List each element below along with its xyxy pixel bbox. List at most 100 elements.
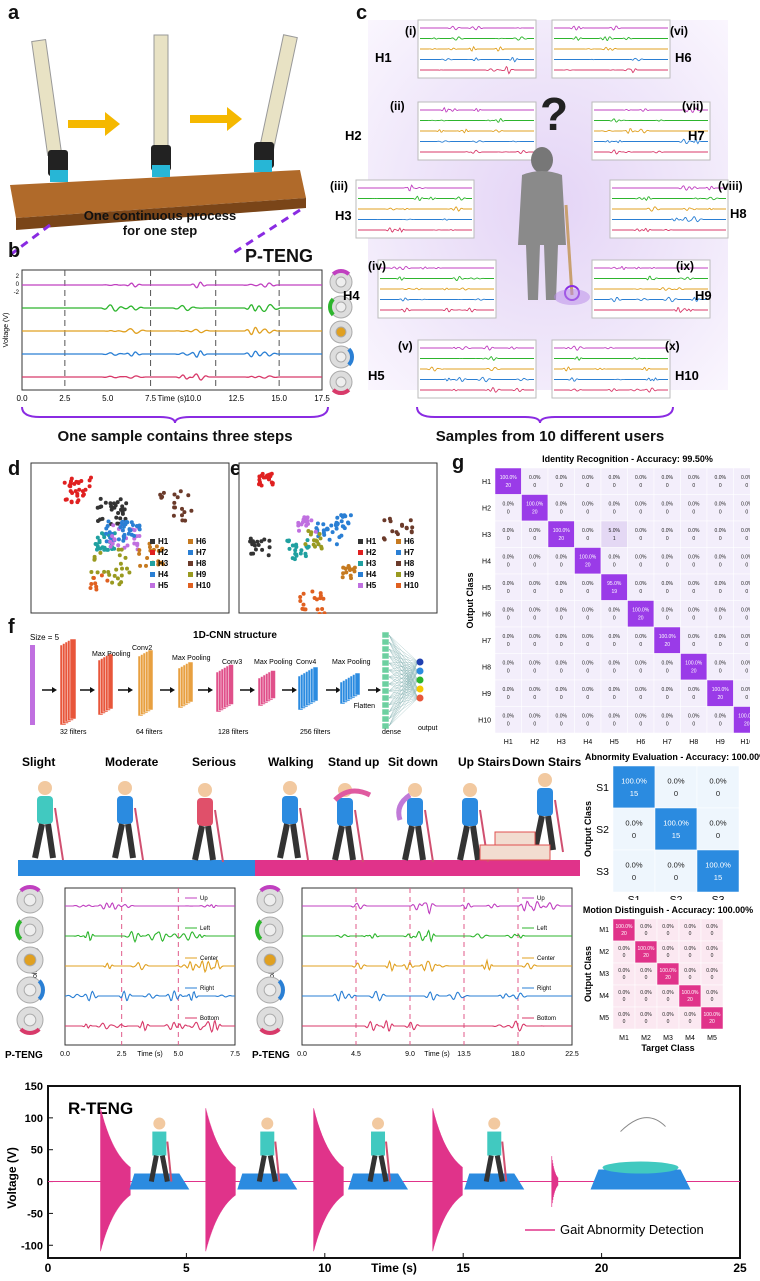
cm-cell xyxy=(547,706,575,734)
panel-label-c: c xyxy=(356,2,368,24)
cm-cell xyxy=(706,706,734,734)
user-name-label: H1 xyxy=(375,50,392,65)
cm-col-label: H10 xyxy=(740,739,750,745)
person-leg xyxy=(290,823,301,859)
cm-col-label: H7 xyxy=(663,739,672,745)
cm-cell-percent: 0.0% xyxy=(688,714,700,720)
scatter-point xyxy=(118,516,123,521)
scatter-point xyxy=(102,535,107,540)
cm-cell xyxy=(547,653,575,681)
dense-connection xyxy=(388,679,419,692)
legend-marker xyxy=(188,539,193,544)
y-tick-label: -50 xyxy=(27,1208,43,1220)
scatter-point xyxy=(148,545,152,550)
feature-map xyxy=(107,653,114,710)
arrow-head xyxy=(376,687,381,693)
panel-a-illustration xyxy=(10,34,306,257)
walker-torso xyxy=(487,1131,502,1156)
walking-person xyxy=(112,781,144,861)
feature-map xyxy=(270,670,276,699)
scatter-point xyxy=(108,539,113,544)
dense-connection xyxy=(388,679,419,685)
scatter-point xyxy=(348,568,352,572)
signal-trace xyxy=(612,185,726,191)
cm-cell-percent: 0.0% xyxy=(709,819,726,828)
sensor-active-arc xyxy=(331,269,351,276)
walker-head xyxy=(488,1117,501,1130)
panel-e-scatter: H1 H2 H3 H4 H5 H6 H7 H8 H9 H10 xyxy=(238,462,438,614)
scatter-point xyxy=(89,570,94,574)
layer-label: Conv2 xyxy=(132,645,152,652)
dense-connection xyxy=(388,661,419,699)
cm-cell-count: 0 xyxy=(639,669,642,675)
cm-cell-percent: 0.0% xyxy=(741,581,750,587)
cm-cell-percent: 0.0% xyxy=(635,475,647,481)
cm-cell-count: 0 xyxy=(507,616,510,622)
cm-col-label: M5 xyxy=(707,1035,717,1042)
sensor-center xyxy=(23,953,37,967)
cm-cell-percent: 0.0% xyxy=(582,502,594,508)
cm-cell-percent: 0.0% xyxy=(709,777,726,786)
cm-cell-count: 0 xyxy=(639,510,642,516)
cm-cell-count: 0 xyxy=(560,616,563,622)
scatter-point xyxy=(145,556,150,560)
cm-cell-percent: 0.0% xyxy=(715,555,727,561)
cm-cell-percent: 0.0% xyxy=(556,661,568,667)
cm-cell-percent: 0.0% xyxy=(662,687,674,693)
legend-marker xyxy=(188,550,193,555)
walker-cane xyxy=(385,1141,392,1182)
cm-cell xyxy=(600,467,628,495)
legend-label: H6 xyxy=(404,537,415,546)
cm-cell-count: 0 xyxy=(586,642,589,648)
legend-marker xyxy=(358,550,363,555)
scatter-point xyxy=(132,533,137,538)
cm-cell xyxy=(547,547,575,575)
scatter-point xyxy=(62,480,67,485)
walking-person xyxy=(32,781,64,861)
dense-connection xyxy=(388,670,419,692)
scatter-point xyxy=(111,523,116,528)
flatten-unit xyxy=(381,673,390,681)
panel-label-e: e xyxy=(230,458,242,480)
cm-cell-count: 0 xyxy=(711,953,714,959)
signal-trace xyxy=(594,275,708,281)
sensor-active-arc xyxy=(37,979,45,1001)
cm-cell-count: 0 xyxy=(667,953,670,959)
cm-cell xyxy=(706,679,734,707)
signal-trace xyxy=(594,266,708,270)
scatter-point xyxy=(105,578,110,583)
x-tick-label: 15 xyxy=(457,1261,471,1275)
fall-motion-line xyxy=(620,1117,666,1132)
signal-trace xyxy=(380,265,494,270)
cm-cell-percent: 0.0% xyxy=(529,714,541,720)
person-cane xyxy=(424,809,434,863)
scatter-point xyxy=(348,513,353,518)
signal-trace xyxy=(358,206,472,212)
cm-cell xyxy=(600,520,628,548)
cm-cell xyxy=(627,679,655,707)
scatter-point xyxy=(124,501,129,506)
cm-cell-count: 0 xyxy=(632,831,636,840)
scatter-point xyxy=(103,500,108,505)
cm-cell-percent: 0.0% xyxy=(609,475,621,481)
motion-floor xyxy=(255,860,580,876)
cm-cell-percent: 100.0% xyxy=(579,555,597,561)
scatter-point xyxy=(329,523,334,528)
scatter-point xyxy=(69,479,73,484)
scatter-point xyxy=(118,497,123,502)
cm-cell-percent: 0.0% xyxy=(609,502,621,508)
scatter-point xyxy=(161,562,165,567)
scatter-point xyxy=(310,589,315,594)
cm-cell-percent: 0.0% xyxy=(688,528,700,534)
cm-cell xyxy=(627,573,655,601)
scatter-point xyxy=(97,540,102,545)
cm-cell-count: 0 xyxy=(666,589,669,595)
panel-label-f: f xyxy=(8,616,15,638)
signal-trace xyxy=(612,216,726,223)
signal-trace xyxy=(554,377,668,382)
signal-trace xyxy=(612,196,726,202)
cm-row-label: S1 xyxy=(596,782,609,794)
cm-cell xyxy=(706,547,734,575)
scatter-point xyxy=(300,606,305,611)
pool3-stack xyxy=(257,670,276,707)
